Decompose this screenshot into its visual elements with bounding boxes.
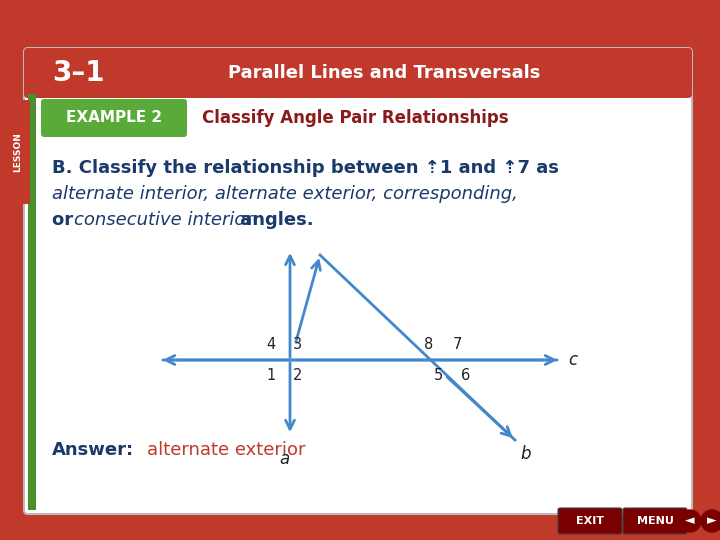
Text: ◄: ◄ (685, 515, 695, 528)
Text: 3: 3 (293, 336, 302, 352)
FancyBboxPatch shape (623, 508, 687, 534)
Text: a: a (279, 450, 289, 468)
Bar (28, 94, 36, 510)
Text: 4: 4 (266, 336, 276, 352)
Text: ►: ► (707, 515, 717, 528)
FancyBboxPatch shape (24, 48, 692, 514)
FancyBboxPatch shape (41, 99, 187, 137)
Text: B. Classify the relationship between ⇡1 and ⇡7 as: B. Classify the relationship between ⇡1 … (52, 159, 559, 177)
Text: 3–1: 3–1 (52, 59, 104, 87)
Text: 2: 2 (293, 368, 302, 383)
Text: LESSON: LESSON (14, 132, 22, 172)
Text: alternate interior, alternate exterior, corresponding,: alternate interior, alternate exterior, … (52, 185, 518, 203)
Text: b: b (520, 445, 531, 463)
Text: 7: 7 (453, 336, 462, 352)
Text: 8: 8 (424, 336, 433, 352)
Text: alternate exterior: alternate exterior (147, 441, 305, 459)
Circle shape (679, 510, 701, 532)
Text: consecutive interior: consecutive interior (74, 211, 253, 229)
Text: 6: 6 (462, 368, 470, 383)
Text: 5: 5 (433, 368, 443, 383)
Text: EXAMPLE 2: EXAMPLE 2 (66, 111, 162, 125)
Text: Classify Angle Pair Relationships: Classify Angle Pair Relationships (202, 109, 508, 127)
Text: angles.: angles. (234, 211, 314, 229)
Text: Parallel Lines and Transversals: Parallel Lines and Transversals (228, 64, 541, 82)
Bar (28, 52, 688, 94)
Text: MENU: MENU (636, 516, 673, 526)
FancyBboxPatch shape (6, 100, 30, 204)
Text: or: or (52, 211, 79, 229)
Text: Answer:: Answer: (52, 441, 134, 459)
FancyBboxPatch shape (24, 48, 692, 98)
Text: c: c (568, 351, 577, 369)
Text: EXIT: EXIT (576, 516, 604, 526)
Circle shape (701, 510, 720, 532)
FancyBboxPatch shape (558, 508, 622, 534)
Text: 1: 1 (266, 368, 276, 383)
